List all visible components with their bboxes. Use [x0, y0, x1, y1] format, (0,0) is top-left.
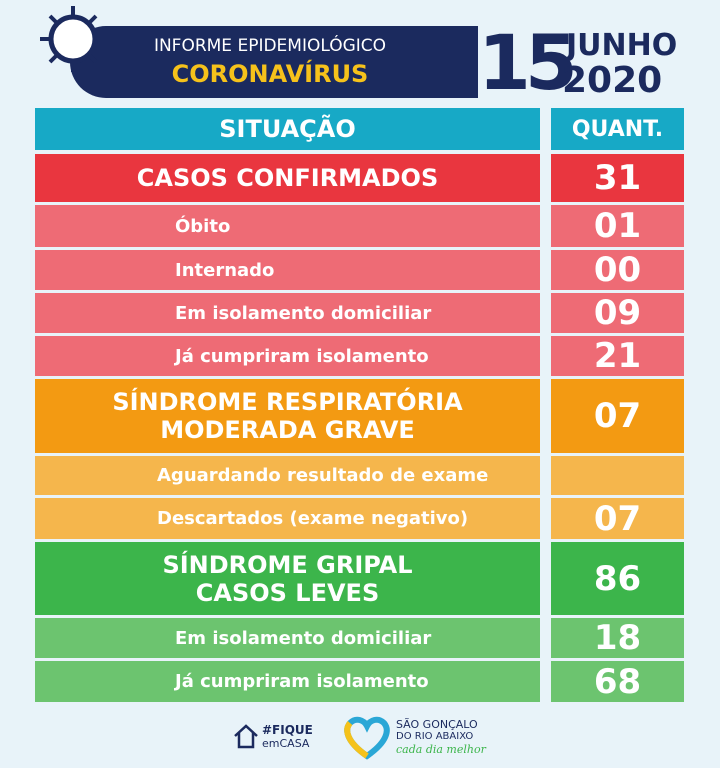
- tag1: #FIQUE: [262, 723, 313, 737]
- city1: SÃO GONÇALO: [396, 718, 478, 731]
- value-cell: 21: [551, 336, 684, 376]
- row-value: 07: [593, 396, 642, 436]
- row-label: SÍNDROME GRIPAL: [162, 550, 413, 579]
- row-value: 01: [593, 206, 642, 246]
- detail-row: Aguardando resultado de exame: [35, 456, 540, 495]
- column-header: SITUAÇÃO: [35, 108, 540, 150]
- row-label: Em isolamento domiciliar: [175, 302, 432, 324]
- value-cell: 07: [551, 379, 684, 453]
- section-row: SÍNDROME RESPIRATÓRIA MODERADA GRAVE: [35, 379, 540, 453]
- row-value: 00: [593, 250, 642, 290]
- row-label: Já cumpriram isolamento: [175, 345, 429, 367]
- value-cell: 68: [551, 661, 684, 702]
- row-value: 21: [593, 336, 642, 376]
- value-cell: 31: [551, 154, 684, 202]
- row-label: Já cumpriram isolamento: [175, 671, 429, 692]
- header-line2: CORONAVÍRUS: [171, 60, 369, 88]
- virus-icon: [40, 6, 106, 72]
- row-label: MODERADA GRAVE: [160, 416, 415, 444]
- value-cell: 18: [551, 618, 684, 658]
- house-icon: [234, 724, 258, 749]
- row-value: 86: [593, 558, 642, 599]
- value-cell: 01: [551, 205, 684, 247]
- tag2: emCASA: [262, 737, 310, 750]
- section-row: SÍNDROME GRIPAL CASOS LEVES: [35, 542, 540, 615]
- row-value: 07: [593, 498, 642, 539]
- banner: [70, 26, 478, 98]
- row-value: 09: [593, 293, 642, 333]
- heart-logo: [344, 716, 390, 760]
- date-day: 15: [478, 18, 578, 107]
- value-cell: 86: [551, 542, 684, 615]
- detail-row: Já cumpriram isolamento: [35, 661, 540, 702]
- detail-row: Já cumpriram isolamento: [35, 336, 540, 376]
- value-cell: 09: [551, 293, 684, 333]
- city2: DO RIO ABAIXO: [396, 731, 474, 742]
- section-row: CASOS CONFIRMADOS: [35, 154, 540, 202]
- row-label: Em isolamento domiciliar: [175, 627, 432, 649]
- date-year: 2020: [562, 60, 663, 101]
- value-cell: [551, 456, 684, 495]
- row-label: Aguardando resultado de exame: [157, 465, 489, 486]
- row-label: SÍNDROME RESPIRATÓRIA: [112, 388, 463, 416]
- date-month: JUNHO: [566, 28, 678, 63]
- detail-row: Em isolamento domiciliar: [35, 293, 540, 333]
- row-label: CASOS LEVES: [195, 578, 380, 607]
- detail-row: Em isolamento domiciliar: [35, 618, 540, 658]
- row-value: 31: [593, 158, 642, 198]
- value-cell: 07: [551, 498, 684, 539]
- row-label: Óbito: [175, 215, 231, 237]
- row-value: 18: [593, 618, 642, 658]
- slogan: cada dia melhor: [396, 743, 486, 756]
- detail-row: Internado: [35, 250, 540, 290]
- column-header: QUANT.: [551, 108, 684, 150]
- row-label: Internado: [175, 259, 275, 281]
- detail-row: Óbito: [35, 205, 540, 247]
- row-label: Descartados (exame negativo): [157, 508, 469, 529]
- row-value: 68: [593, 661, 642, 702]
- header-line1: INFORME EPIDEMIOLÓGICO: [153, 36, 387, 56]
- detail-row: Descartados (exame negativo): [35, 498, 540, 539]
- column-title: QUANT.: [571, 116, 664, 142]
- value-cell: 00: [551, 250, 684, 290]
- row-label: CASOS CONFIRMADOS: [136, 164, 439, 192]
- column-title: SITUAÇÃO: [219, 115, 356, 143]
